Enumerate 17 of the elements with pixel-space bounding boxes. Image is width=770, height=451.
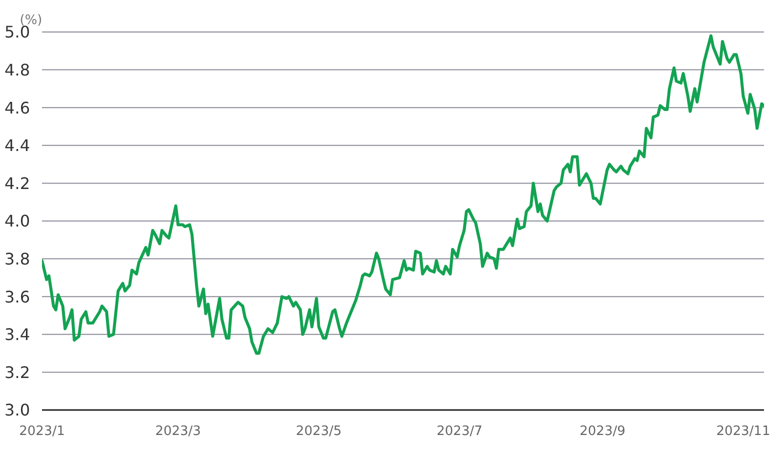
x-tick-label: 2023/1 — [19, 424, 65, 440]
x-tick-label: 2023/7 — [436, 424, 482, 440]
y-tick-label: 3.2 — [4, 362, 30, 382]
y-tick-label: 3.8 — [4, 249, 30, 268]
y-tick-label: 3.4 — [4, 325, 30, 344]
y-tick-label: 4.0 — [4, 212, 30, 231]
y-tick-label: 4.4 — [4, 136, 30, 156]
y-tick-label: 3.6 — [4, 287, 30, 306]
line-series — [42, 34, 764, 355]
x-tick-label: 2023/3 — [155, 424, 201, 440]
y-tick-label: 4.8 — [4, 60, 30, 80]
x-tick-label: 2023/5 — [296, 424, 342, 440]
y-tick-label: 4.6 — [4, 98, 30, 118]
x-tick-label: 2023/9 — [580, 424, 626, 440]
y-tick-label: 3.0 — [4, 400, 30, 420]
x-tick-label: 2023/11 — [716, 424, 770, 440]
y-tick-label: 4.2 — [4, 174, 30, 193]
